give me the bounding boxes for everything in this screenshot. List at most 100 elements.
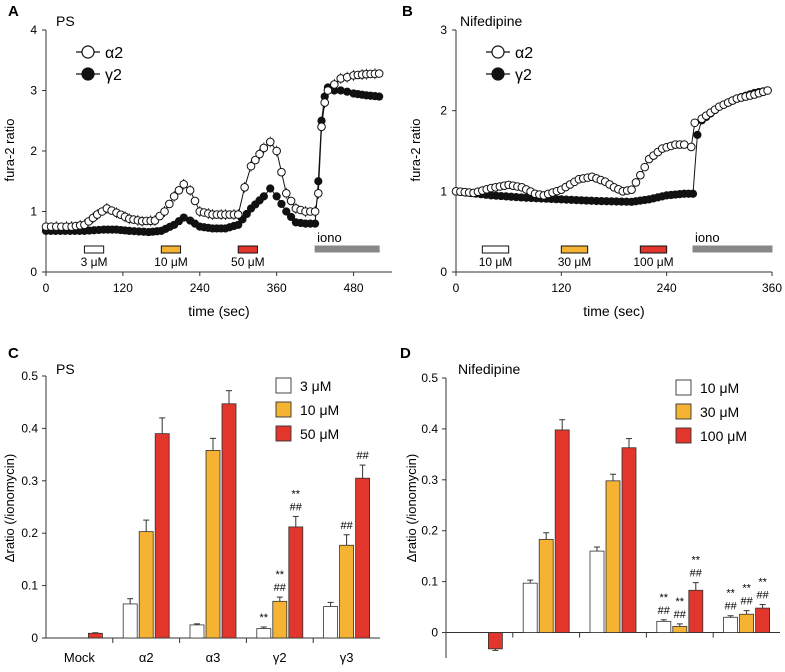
x-tick-label: 480: [344, 281, 364, 295]
data-point: [169, 192, 179, 201]
legend-swatch: [275, 401, 292, 418]
data-point: [317, 122, 326, 132]
significance-label: **: [692, 555, 701, 567]
data-point: [234, 220, 243, 229]
significance-label: **: [742, 583, 751, 595]
application-label: 10 μM: [479, 255, 513, 269]
data-point: [281, 189, 291, 198]
data-point: [763, 86, 772, 95]
data-point: [282, 207, 291, 216]
significance-label: **: [758, 577, 767, 589]
bar: [88, 632, 103, 639]
y-tick-label: 0.3: [421, 473, 438, 487]
data-point: [259, 143, 269, 153]
panel-b: B Nifedipine fura-2 ratio time (sec) 012…: [402, 3, 782, 319]
data-point: [272, 192, 281, 201]
legend-label: α2: [515, 45, 533, 62]
category-label: γ2: [273, 650, 287, 665]
application-label: iono: [317, 230, 342, 245]
legend-label: 100 μM: [700, 428, 747, 444]
y-axis-label: Δratio (/ionomycin): [404, 454, 419, 562]
legend-marker: [81, 67, 95, 81]
significance-label: ##: [690, 568, 703, 580]
y-axis-label: fura-2 ratio: [408, 119, 423, 182]
data-point: [190, 196, 200, 206]
data-point: [323, 86, 333, 95]
series-alpha2: [451, 86, 772, 200]
bar: [122, 603, 138, 639]
y-axis-label: Δratio (/ionomycin): [2, 454, 17, 562]
legend-label: 10 μM: [300, 402, 339, 418]
application-label: 3 μM: [81, 255, 108, 269]
significance-label: **: [676, 596, 685, 608]
legend-marker: [81, 45, 95, 59]
chart-title: Nifedipine: [458, 361, 520, 377]
legend-swatch: [675, 427, 692, 444]
category-label: Mock: [464, 670, 496, 672]
data-point: [242, 209, 251, 219]
category-label: γ3: [740, 670, 754, 672]
x-tick-label: 360: [267, 281, 287, 295]
data-point: [272, 146, 281, 156]
significance-label: ##: [274, 582, 287, 594]
y-tick-label: 1: [440, 184, 447, 198]
bar: [589, 550, 605, 633]
panel-letter-c: C: [8, 345, 19, 362]
chart-title: PS: [56, 361, 75, 377]
legend-swatch: [275, 377, 292, 394]
data-point: [636, 170, 645, 180]
legend-swatch: [675, 403, 692, 420]
data-point: [693, 130, 702, 139]
significance-label: ##: [674, 609, 687, 621]
bar: [339, 544, 355, 639]
y-tick-label: 0: [431, 626, 438, 640]
significance-label: **: [260, 612, 269, 624]
x-tick-label: 120: [551, 281, 571, 295]
legend-swatch: [675, 379, 692, 396]
y-axis-label: fura-2 ratio: [2, 119, 17, 182]
legend-marker: [491, 45, 505, 59]
significance-label: **: [660, 592, 669, 604]
x-tick-label: 240: [657, 281, 677, 295]
y-tick-label: 0.4: [21, 421, 38, 435]
data-point: [165, 199, 174, 209]
y-tick-label: 0.2: [21, 526, 38, 540]
significance-label: ##: [356, 450, 369, 462]
significance-label: ##: [340, 520, 353, 532]
data-point: [233, 210, 243, 219]
legend-marker: [491, 67, 505, 81]
data-point: [330, 80, 339, 89]
significance-label: **: [276, 569, 285, 581]
bar: [621, 447, 637, 633]
category-label: Mock: [64, 650, 96, 665]
bar: [154, 433, 170, 639]
legend-label: 3 μM: [300, 378, 331, 394]
category-label: α3: [606, 670, 621, 672]
bar: [221, 403, 237, 639]
x-tick-label: 360: [762, 281, 782, 295]
application-bar: [160, 245, 182, 254]
bar: [487, 632, 503, 650]
plot-area: 0 1 2 3 4 0 120 240 360 480 3 μM 10 μM 50 μM iono α2 γ2: [30, 23, 392, 295]
y-tick-label: 3: [440, 23, 447, 37]
legend-label: 50 μM: [300, 426, 339, 442]
category-label: γ2: [673, 670, 687, 672]
data-point: [277, 167, 286, 177]
bar: [256, 628, 272, 639]
y-tick-label: 0.5: [21, 369, 38, 383]
application-label: 50 μM: [231, 255, 265, 269]
data-point: [174, 186, 184, 195]
bar: [755, 607, 770, 633]
bar: [688, 589, 704, 633]
data-point: [286, 196, 296, 206]
application-bar: [692, 245, 773, 253]
data-point: [311, 219, 320, 228]
legend-label: 10 μM: [700, 380, 739, 396]
legend-label: γ2: [105, 67, 122, 84]
bar: [205, 450, 221, 639]
data-point: [286, 212, 296, 222]
y-tick-label: 0: [30, 265, 37, 279]
panel-letter-d: D: [400, 345, 411, 362]
application-label: 10 μM: [154, 255, 188, 269]
